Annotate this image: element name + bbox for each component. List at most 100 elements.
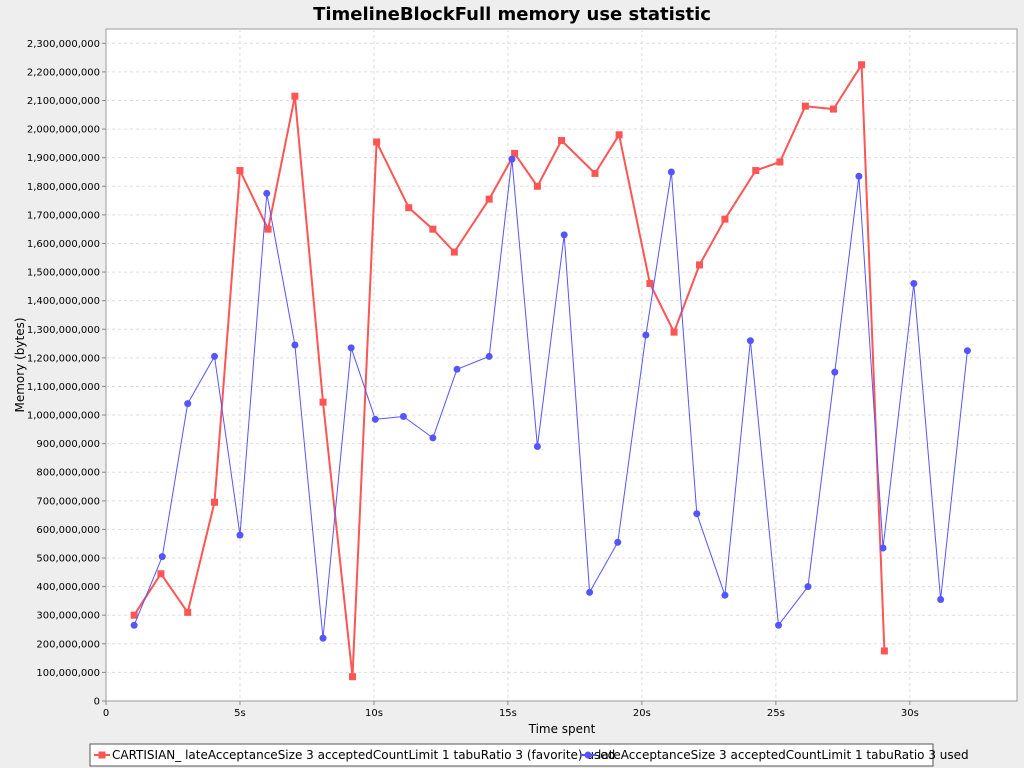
- series-2-point: [910, 280, 918, 288]
- series-2-point: [508, 155, 516, 163]
- series-1-point: [157, 570, 165, 578]
- series-1-point: [211, 498, 219, 506]
- y-tick-label: 1,500,000,000: [27, 268, 100, 279]
- series-1-point: [615, 131, 623, 139]
- series-2-point: [211, 352, 219, 360]
- x-tick-label: 30s: [901, 708, 919, 719]
- series-2-point: [775, 621, 783, 629]
- series-1-point: [670, 328, 678, 336]
- series-1-point: [511, 149, 519, 157]
- y-tick-label: 1,600,000,000: [27, 239, 100, 250]
- series-1-point: [558, 137, 565, 145]
- series-1-point: [429, 225, 437, 233]
- series-2-point: [667, 168, 675, 176]
- y-tick-label: 1,400,000,000: [27, 296, 100, 307]
- y-tick-label: 1,700,000,000: [27, 210, 100, 221]
- series-2-point: [586, 588, 594, 596]
- series-1-point: [721, 215, 729, 223]
- series-2-point: [963, 347, 971, 355]
- y-tick-label: 900,000,000: [36, 439, 100, 450]
- series-2-point: [130, 621, 138, 629]
- y-tick-label: 2,300,000,000: [27, 39, 100, 50]
- series-1-point: [829, 105, 837, 113]
- series-1-point: [405, 204, 413, 212]
- series-2-point: [879, 544, 887, 552]
- series-1-point: [533, 182, 541, 190]
- x-axis-label: Time spent: [528, 722, 596, 736]
- y-tick-label: 600,000,000: [36, 525, 100, 536]
- chart-title: TimelineBlockFull memory use statistic: [313, 4, 711, 25]
- x-tick-label: 10s: [365, 708, 383, 719]
- series-2-point: [560, 231, 568, 239]
- y-tick-label: 100,000,000: [36, 668, 100, 679]
- series-1-point: [858, 61, 866, 69]
- x-tick-label: 0: [103, 708, 109, 719]
- series-1-point: [485, 195, 493, 203]
- series-2-point: [158, 553, 166, 561]
- y-tick-label: 1,200,000,000: [27, 353, 100, 364]
- y-tick-label: 2,000,000,000: [27, 125, 100, 136]
- y-tick-label: 0: [94, 697, 100, 708]
- series-1-point: [184, 608, 192, 616]
- series-1-point: [776, 158, 784, 166]
- series-1-point: [752, 167, 760, 175]
- series-2-point: [371, 415, 379, 423]
- grid: [106, 29, 1017, 701]
- series-1-point: [801, 102, 809, 110]
- series-2-point: [263, 189, 271, 197]
- series-1-point: [591, 169, 599, 177]
- plot-area: [105, 28, 1018, 702]
- series-1-point: [695, 261, 703, 269]
- series-2-point: [533, 442, 541, 450]
- legend-label: CARTISIAN_ lateAcceptanceSize 3 accepted…: [112, 748, 615, 762]
- series-1-point: [236, 167, 244, 175]
- y-tick-label: 1,000,000,000: [27, 411, 100, 422]
- series-1-point: [880, 647, 888, 655]
- x-tick-label: 15s: [499, 708, 517, 719]
- series-1-point: [373, 138, 381, 146]
- legend-item-1: CARTISIAN_ lateAcceptanceSize 3 accepted…: [94, 748, 615, 762]
- series-2-point: [642, 331, 650, 339]
- series-1: [130, 61, 888, 681]
- legend-item-2: lateAcceptanceSize 3 acceptedCountLimit …: [580, 748, 969, 762]
- series-1-point: [264, 225, 272, 233]
- y-tick-label: 700,000,000: [36, 496, 100, 507]
- y-tick-label: 400,000,000: [36, 582, 100, 593]
- series-1-point: [349, 673, 357, 681]
- series-2-point: [399, 412, 407, 420]
- y-tick-label: 1,800,000,000: [27, 182, 100, 193]
- x-tick-label: 5s: [234, 708, 246, 719]
- series-1-point: [291, 92, 299, 100]
- y-tick-label: 2,200,000,000: [27, 67, 100, 78]
- legend: CARTISIAN_ lateAcceptanceSize 3 accepted…: [89, 743, 969, 767]
- y-tick-label: 1,300,000,000: [27, 325, 100, 336]
- series-2-point: [347, 344, 355, 352]
- legend-swatch-marker: [584, 751, 592, 759]
- series-2-point: [804, 583, 812, 591]
- series-2-point: [291, 341, 299, 349]
- series-2-point: [236, 531, 244, 539]
- y-tick-label: 500,000,000: [36, 554, 100, 565]
- x-tick-label: 20s: [633, 708, 651, 719]
- y-tick-label: 300,000,000: [36, 611, 100, 622]
- series-2-point: [614, 538, 622, 546]
- series-1-point: [319, 398, 327, 406]
- series-2-point: [937, 595, 945, 603]
- axes: 0 100,000,000 200,000,000 300,000,000 400,00…: [27, 39, 919, 719]
- series-2-point: [184, 400, 192, 408]
- series-2-line: [133, 158, 968, 639]
- y-tick-label: 1,900,000,000: [27, 153, 100, 164]
- series-2-point: [485, 352, 493, 360]
- series-1-point: [646, 280, 654, 288]
- series-2-point: [429, 434, 437, 442]
- series-2: [130, 155, 971, 642]
- y-tick-label: 2,100,000,000: [27, 96, 100, 107]
- legend-swatch-marker: [98, 751, 106, 759]
- legend-label: lateAcceptanceSize 3 acceptedCountLimit …: [598, 748, 969, 762]
- series-2-point: [721, 591, 729, 599]
- series-2-point: [319, 634, 327, 642]
- series-2-point: [855, 172, 863, 180]
- y-tick-label: 800,000,000: [36, 468, 100, 479]
- series-2-point: [693, 510, 701, 518]
